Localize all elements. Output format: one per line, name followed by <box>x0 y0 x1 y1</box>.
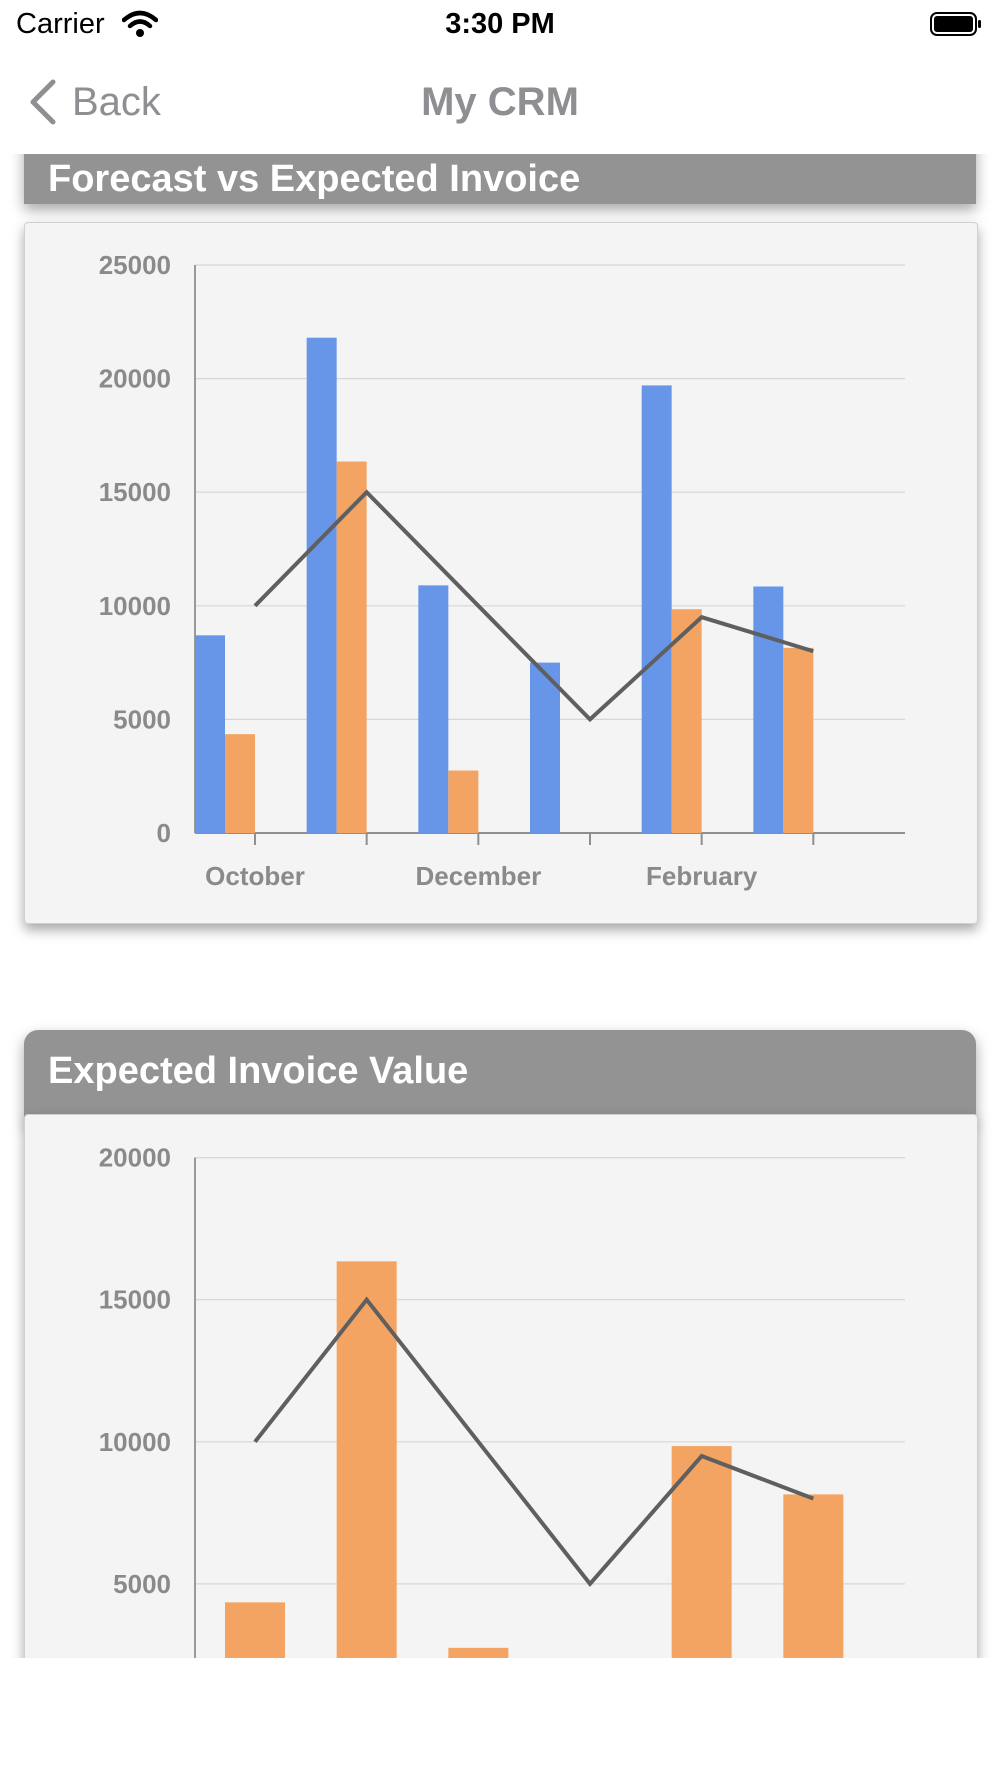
forecast-vs-invoice-card: Forecast vs Expected Invoice 0 5000 10000 1… <box>24 154 978 924</box>
page-title: My CRM <box>421 80 579 124</box>
bar <box>225 734 255 833</box>
bar <box>448 1647 509 1658</box>
bar <box>641 385 672 833</box>
bar <box>530 662 560 833</box>
bottom-blank-area <box>0 1658 1000 1778</box>
card-header: Forecast vs Expected Invoice <box>24 154 976 204</box>
expected-invoice-chart: 5000 10000 15000 20000 <box>99 1143 905 1658</box>
back-button[interactable]: Back <box>28 76 161 128</box>
dashboard-scroll-area[interactable]: Forecast vs Expected Invoice 0 5000 10000 1… <box>0 154 1000 1658</box>
chart-panel: 0 5000 10000 15000 20000 25000 October December… <box>24 222 978 924</box>
x-tick-label: December <box>415 861 541 891</box>
back-label: Back <box>72 79 161 124</box>
card-title: Expected Invoice Value <box>48 1050 469 1092</box>
y-tick-label: 10000 <box>99 591 171 621</box>
card-title: Forecast vs Expected Invoice <box>48 158 581 200</box>
bar <box>448 770 479 833</box>
y-tick-label: 5000 <box>113 1569 171 1599</box>
chevron-left-icon <box>30 79 56 125</box>
bar <box>783 647 814 833</box>
bar <box>336 461 367 833</box>
chart-panel: 5000 10000 15000 20000 <box>24 1114 978 1658</box>
bar <box>783 1494 844 1658</box>
y-tick-label: 5000 <box>113 704 171 734</box>
x-tick-label: February <box>646 861 758 891</box>
bar <box>418 585 449 833</box>
y-tick-label: 15000 <box>99 477 171 507</box>
y-tick-label: 10000 <box>99 1427 171 1457</box>
y-tick-label: 15000 <box>99 1285 171 1315</box>
y-tick-label: 25000 <box>99 250 171 280</box>
status-bar: Carrier 3:30 PM <box>0 0 1000 50</box>
y-tick-label: 20000 <box>99 1143 171 1173</box>
navigation-bar: Back My CRM <box>0 50 1000 154</box>
wifi-icon <box>122 10 158 37</box>
bar <box>306 337 337 833</box>
trend-line <box>253 489 814 723</box>
y-tick-label: 0 <box>157 818 171 848</box>
x-tick-label: October <box>205 861 305 891</box>
bar <box>753 586 784 833</box>
card-header: Expected Invoice Value <box>24 1030 976 1120</box>
bar <box>671 609 702 833</box>
bar <box>195 635 225 833</box>
forecast-vs-invoice-chart: 0 5000 10000 15000 20000 25000 October December… <box>99 250 905 891</box>
trend-line <box>253 1296 815 1588</box>
carrier-label: Carrier <box>16 8 105 40</box>
bar <box>225 1602 285 1658</box>
bar <box>336 1261 397 1658</box>
battery-icon <box>930 12 981 36</box>
expected-invoice-card: Expected Invoice Value 5000 10000 15000 200… <box>24 1030 978 1658</box>
clock: 3:30 PM <box>445 8 555 40</box>
y-tick-label: 20000 <box>99 364 171 394</box>
